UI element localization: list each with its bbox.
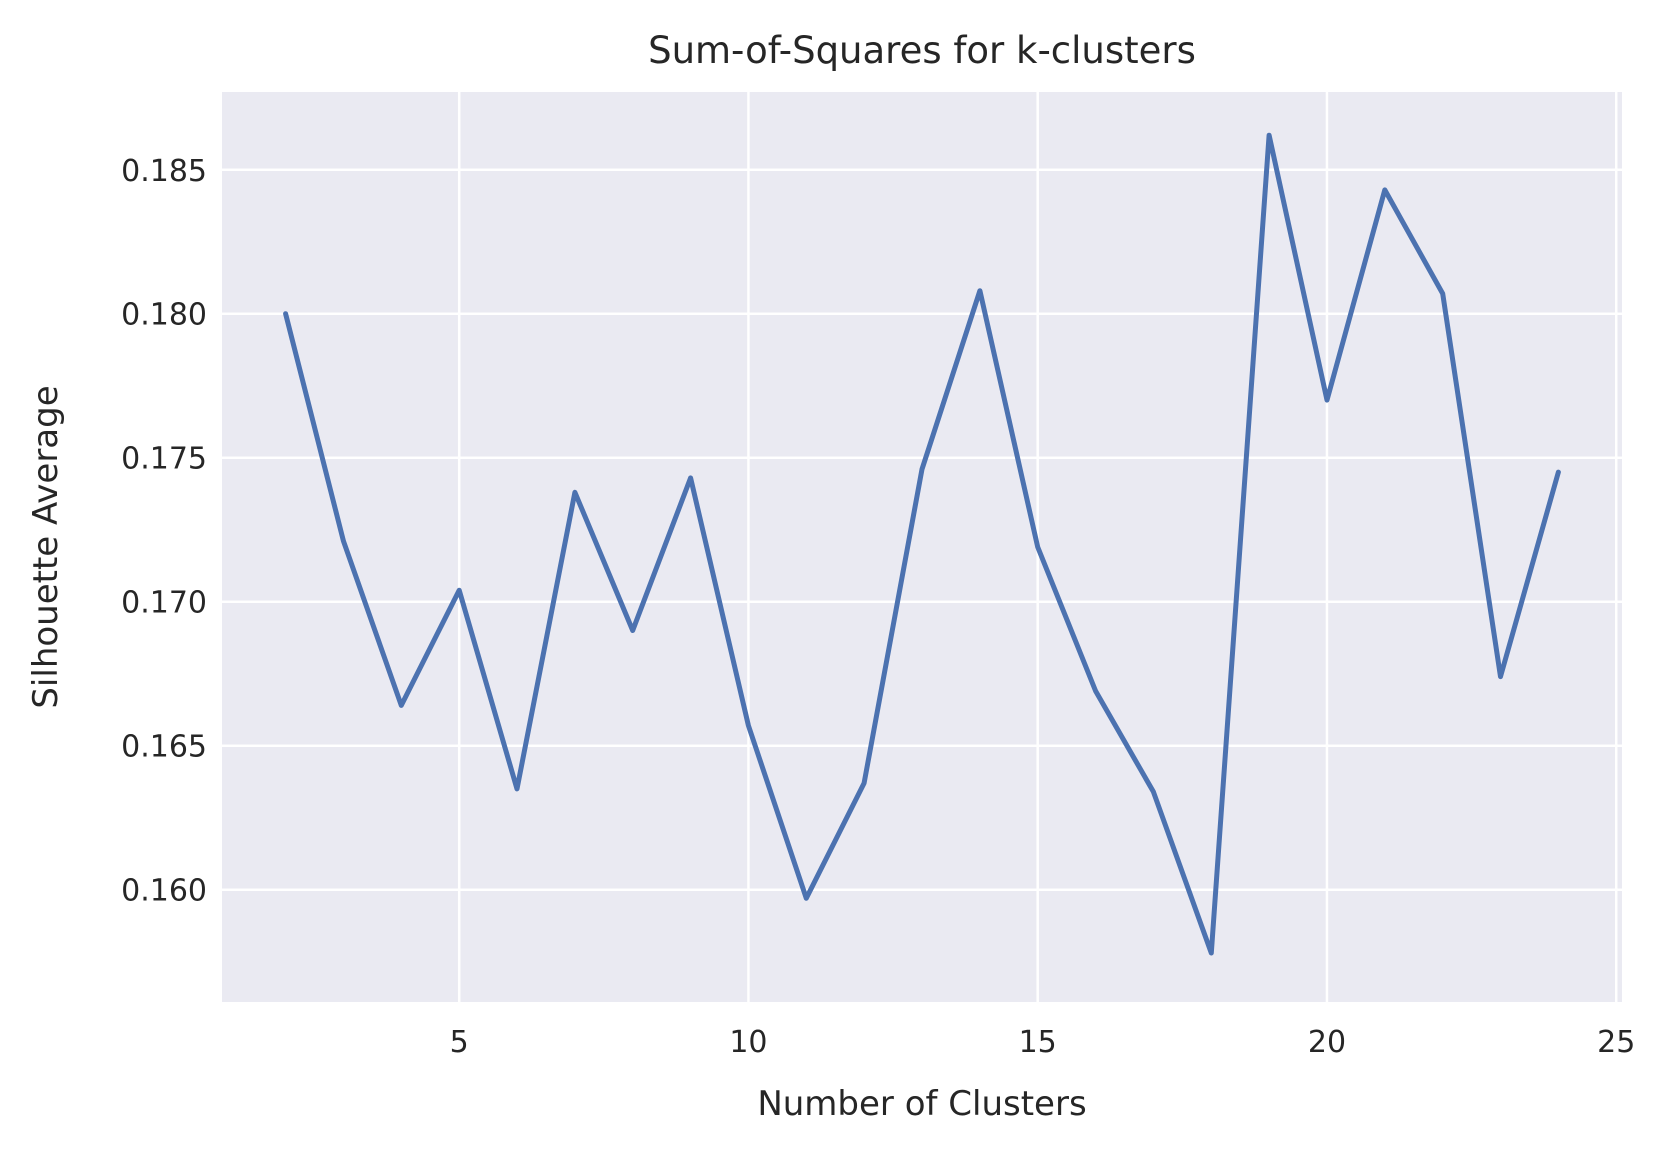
y-axis-label: Silhouette Average (26, 385, 66, 708)
grid (222, 92, 1622, 1002)
y-tick-label: 0.165 (121, 730, 207, 765)
series-line (283, 132, 1561, 956)
y-tick-label: 0.160 (121, 874, 207, 909)
series-group (283, 132, 1561, 956)
y-tick-label: 0.170 (121, 586, 207, 621)
x-axis-label: Number of Clusters (757, 1084, 1086, 1124)
plot-area (222, 92, 1622, 1002)
x-tick-label: 15 (1019, 1025, 1057, 1060)
x-tick-label: 25 (1597, 1025, 1635, 1060)
x-tick-labels: 5 10 15 20 25 (450, 1025, 1636, 1060)
y-tick-label: 0.180 (121, 298, 207, 333)
y-tick-label: 0.185 (121, 154, 207, 189)
y-tick-label: 0.175 (121, 442, 207, 477)
chart-title: Sum-of-Squares for k-clusters (648, 29, 1196, 72)
x-tick-label: 10 (729, 1025, 767, 1060)
y-tick-labels: 0.160 0.165 0.170 0.175 0.180 0.185 (121, 154, 207, 909)
x-tick-label: 5 (450, 1025, 469, 1060)
x-tick-label: 20 (1308, 1025, 1346, 1060)
